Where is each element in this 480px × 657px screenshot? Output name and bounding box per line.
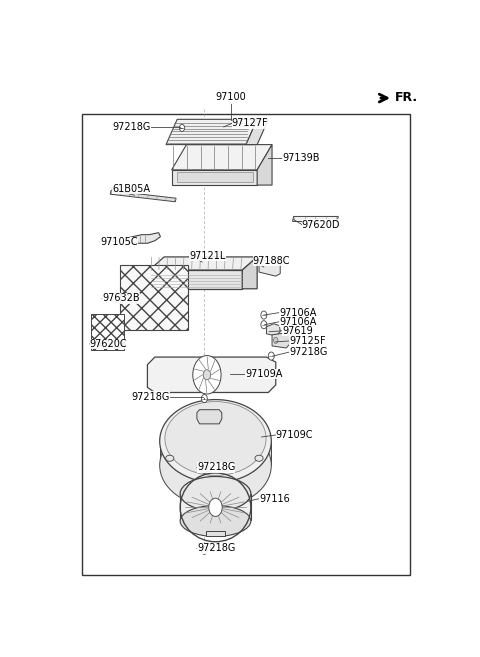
Polygon shape: [242, 257, 257, 289]
Ellipse shape: [165, 401, 266, 476]
Text: 97121L: 97121L: [190, 251, 226, 261]
Text: 97620C: 97620C: [90, 339, 127, 349]
Polygon shape: [128, 233, 160, 243]
Text: 97218G: 97218G: [197, 543, 235, 553]
Bar: [120, 265, 188, 330]
Polygon shape: [206, 531, 225, 536]
Polygon shape: [257, 145, 272, 185]
Text: 97218G: 97218G: [113, 122, 151, 132]
Circle shape: [203, 370, 211, 380]
Text: 97218G: 97218G: [132, 392, 170, 401]
Polygon shape: [160, 441, 163, 465]
Polygon shape: [292, 216, 338, 221]
Text: 97109C: 97109C: [276, 430, 313, 440]
Polygon shape: [197, 410, 222, 424]
Text: 97632B: 97632B: [102, 294, 140, 304]
Polygon shape: [149, 270, 242, 289]
Circle shape: [202, 394, 207, 403]
Ellipse shape: [180, 505, 251, 537]
Circle shape: [268, 352, 274, 360]
Polygon shape: [177, 172, 253, 182]
Polygon shape: [149, 257, 257, 270]
Circle shape: [202, 465, 207, 474]
Text: 97218G: 97218G: [289, 347, 328, 357]
Text: 97116: 97116: [259, 493, 290, 504]
Polygon shape: [266, 324, 280, 336]
Text: 97109A: 97109A: [245, 369, 283, 379]
Circle shape: [202, 546, 207, 555]
Polygon shape: [172, 145, 272, 170]
Polygon shape: [166, 120, 257, 145]
Text: 97127F: 97127F: [232, 118, 268, 128]
Polygon shape: [91, 313, 124, 350]
Polygon shape: [172, 170, 257, 185]
Circle shape: [180, 124, 185, 131]
Ellipse shape: [166, 455, 174, 461]
Text: 97620D: 97620D: [302, 219, 340, 229]
Polygon shape: [259, 260, 280, 276]
Ellipse shape: [180, 476, 251, 511]
Ellipse shape: [255, 455, 263, 461]
Polygon shape: [110, 191, 176, 202]
Circle shape: [274, 337, 278, 344]
Polygon shape: [272, 333, 290, 348]
Text: 97619: 97619: [282, 326, 313, 336]
Circle shape: [209, 498, 222, 516]
Text: 97125F: 97125F: [289, 336, 326, 346]
Ellipse shape: [221, 465, 229, 472]
Text: 97218G: 97218G: [197, 463, 235, 472]
Text: 97106A: 97106A: [279, 317, 317, 327]
Text: 97105C: 97105C: [100, 237, 138, 247]
Text: 97139B: 97139B: [282, 153, 320, 164]
Text: 97100: 97100: [216, 92, 247, 102]
Polygon shape: [246, 120, 268, 145]
Circle shape: [261, 311, 267, 319]
Polygon shape: [267, 441, 271, 465]
Text: 97106A: 97106A: [279, 307, 317, 317]
Text: FR.: FR.: [395, 91, 418, 104]
Ellipse shape: [160, 399, 271, 482]
Polygon shape: [180, 493, 251, 520]
Text: 61B05A: 61B05A: [112, 184, 150, 194]
Text: 97188C: 97188C: [252, 256, 290, 266]
Bar: [83, 114, 409, 575]
Circle shape: [261, 321, 267, 328]
Ellipse shape: [160, 424, 271, 507]
Ellipse shape: [203, 465, 211, 472]
Circle shape: [193, 355, 221, 394]
Polygon shape: [147, 357, 276, 392]
